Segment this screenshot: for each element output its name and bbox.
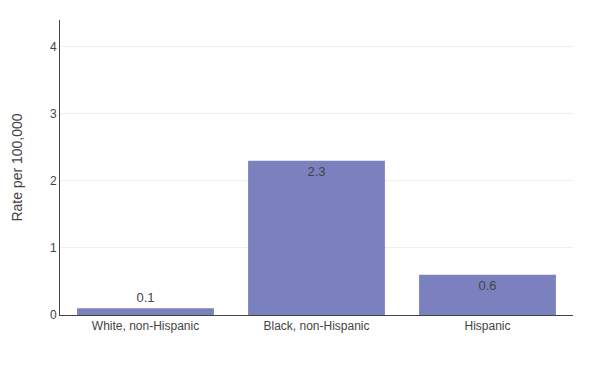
svg-text:White, non-Hispanic: White, non-Hispanic (92, 319, 199, 333)
svg-text:0.1: 0.1 (136, 290, 154, 305)
svg-text:0.6: 0.6 (478, 278, 496, 293)
svg-text:Hispanic: Hispanic (464, 319, 510, 333)
svg-text:1: 1 (50, 241, 57, 255)
svg-text:2.3: 2.3 (307, 164, 325, 179)
svg-text:3: 3 (50, 107, 57, 121)
svg-text:Black, non-Hispanic: Black, non-Hispanic (263, 319, 369, 333)
svg-text:2: 2 (50, 174, 57, 188)
svg-text:Rate per 100,000: Rate per 100,000 (9, 113, 25, 221)
svg-text:0: 0 (50, 308, 57, 322)
svg-text:4: 4 (50, 40, 57, 54)
